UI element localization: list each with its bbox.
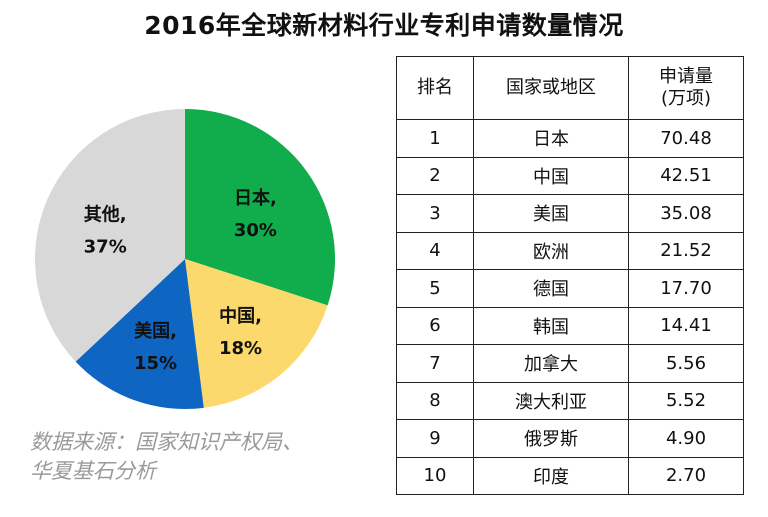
- pie-slice-percent-label: 30%: [234, 220, 277, 241]
- cell-rank: 2: [396, 156, 474, 195]
- cell-count: 5.56: [628, 344, 744, 383]
- table-header-row: 排名 国家或地区 申请量 (万项): [396, 56, 744, 120]
- cell-count: 14.41: [628, 306, 744, 345]
- header-count: 申请量 (万项): [628, 56, 744, 120]
- pie-slice-percent-label: 15%: [134, 353, 177, 374]
- cell-count: 5.52: [628, 381, 744, 420]
- cell-count: 21.52: [628, 231, 744, 270]
- pie-slice-name-label: 美国,: [134, 320, 177, 342]
- cell-count: 2.70: [628, 456, 744, 495]
- cell-rank: 10: [396, 456, 474, 495]
- cell-count: 17.70: [628, 269, 744, 308]
- cell-rank: 1: [396, 119, 474, 158]
- cell-rank: 4: [396, 231, 474, 270]
- table-row: 5 德国 17.70: [396, 269, 744, 308]
- pie-slice-name-label: 中国,: [219, 305, 262, 327]
- cell-region: 中国: [473, 156, 629, 195]
- pie-slice: [185, 259, 328, 408]
- cell-region: 欧洲: [473, 231, 629, 270]
- pie-slice: [34, 108, 185, 362]
- table-row: 6 韩国 14.41: [396, 306, 744, 345]
- pie-slice: [75, 259, 204, 410]
- cell-count: 35.08: [628, 194, 744, 233]
- pie-slice-name-label: 其他,: [84, 203, 127, 225]
- cell-region: 印度: [473, 456, 629, 495]
- cell-rank: 9: [396, 419, 474, 458]
- cell-count: 4.90: [628, 419, 744, 458]
- pie-slice: [185, 109, 336, 306]
- source-line-1: 数据来源：国家知识产权局、: [30, 430, 303, 454]
- header-count-line-1: 申请量: [659, 66, 713, 87]
- pie-slice-percent-label: 37%: [84, 236, 127, 257]
- cell-region: 俄罗斯: [473, 419, 629, 458]
- source-line-2: 华夏基石分析: [30, 459, 156, 483]
- pie-slice-percent-label: 18%: [219, 338, 262, 359]
- table-row: 9 俄罗斯 4.90: [396, 419, 744, 458]
- cell-rank: 6: [396, 306, 474, 345]
- pie-chart: 日本, 30% 中国, 18% 美国, 15% 其他, 37%: [34, 108, 336, 410]
- cell-region: 德国: [473, 269, 629, 308]
- cell-region: 澳大利亚: [473, 381, 629, 420]
- cell-rank: 3: [396, 194, 474, 233]
- cell-rank: 5: [396, 269, 474, 308]
- cell-rank: 8: [396, 381, 474, 420]
- cell-count: 70.48: [628, 119, 744, 158]
- header-region: 国家或地区: [473, 56, 629, 120]
- ranking-table: 排名 国家或地区 申请量 (万项) 1 日本 70.48 2 中国 42.51 3 美国 35.…: [396, 56, 744, 495]
- cell-region: 加拿大: [473, 344, 629, 383]
- cell-rank: 7: [396, 344, 474, 383]
- table-row: 7 加拿大 5.56: [396, 344, 744, 383]
- cell-region: 日本: [473, 119, 629, 158]
- cell-count: 42.51: [628, 156, 744, 195]
- cell-region: 美国: [473, 194, 629, 233]
- chart-title: 2016年全球新材料行业专利申请数量情况: [144, 11, 624, 40]
- data-source-note: 数据来源：国家知识产权局、 华夏基石分析: [30, 428, 390, 486]
- table-row: 3 美国 35.08: [396, 194, 744, 233]
- table-row: 4 欧洲 21.52: [396, 231, 744, 270]
- cell-region: 韩国: [473, 306, 629, 345]
- header-rank: 排名: [396, 56, 474, 120]
- table-row: 1 日本 70.48: [396, 119, 744, 158]
- pie-slice-name-label: 日本,: [234, 187, 277, 209]
- table-row: 8 澳大利亚 5.52: [396, 381, 744, 420]
- header-count-line-2: (万项): [660, 88, 712, 109]
- table-row: 10 印度 2.70: [396, 456, 744, 495]
- table-row: 2 中国 42.51: [396, 156, 744, 195]
